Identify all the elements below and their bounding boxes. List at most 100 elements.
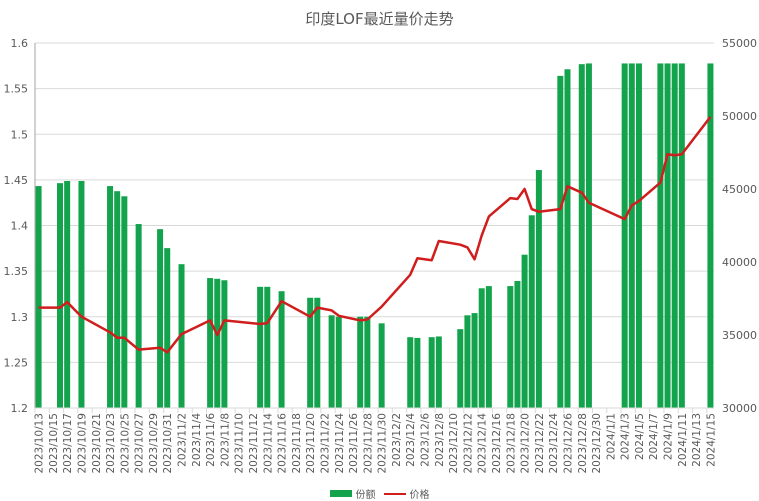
y-left-tick-label: 1.25 [4,356,29,369]
bar-shares [514,280,521,408]
x-tick-label: 2024/1/1 [605,413,617,460]
bar-shares [528,215,535,408]
bar-shares [621,63,628,408]
bar-shares [635,63,642,408]
x-tick-label: 2023/10/23 [105,413,117,474]
y-left-tick-label: 1.55 [4,83,29,96]
x-tick-label: 2023/11/14 [262,413,274,474]
x-tick-label: 2023/10/21 [91,413,103,474]
x-tick-label: 2023/12/18 [505,413,517,474]
bar-shares [357,316,364,408]
x-tick-label: 2024/1/13 [691,413,703,467]
y-left-tick-label: 1.5 [11,128,29,141]
legend-item-price[interactable]: 价格 [383,486,430,501]
bar-shares [214,278,221,408]
x-tick-label: 2024/1/11 [677,413,689,467]
bar-shares [414,337,421,408]
x-tick-label: 2023/12/6 [420,413,432,467]
x-tick-label: 2023/10/25 [119,413,131,474]
x-tick-label: 2023/11/2 [177,413,189,467]
bar-shares [135,224,142,408]
bar-shares [78,180,85,408]
bar-shares [335,316,342,408]
y-left-tick-label: 1.4 [11,220,29,233]
bar-shares [164,248,171,408]
x-tick-label: 2024/1/15 [705,413,717,467]
bar-shares [435,336,442,408]
y-right-tick-label: 55000 [722,37,757,50]
x-tick-label: 2023/12/16 [491,413,503,474]
bar-shares [428,337,435,408]
bar-shares [314,297,321,408]
bar-shares [407,337,414,408]
x-tick-label: 2023/12/14 [477,413,489,474]
bar-shares [378,323,385,408]
y-left-tick-label: 1.3 [11,311,29,324]
y-right-tick-label: 30000 [722,402,757,415]
bar-shares [657,63,664,408]
x-tick-label: 2023/11/12 [248,413,260,474]
y-left-tick-label: 1.35 [4,265,29,278]
x-tick-label: 2023/11/20 [305,413,317,474]
bar-shares [478,288,485,408]
x-tick-label: 2023/12/8 [434,413,446,467]
x-tick-label: 2023/12/22 [534,413,546,474]
bar-shares [578,64,585,409]
x-tick-label: 2023/11/10 [234,413,246,474]
x-tick-label: 2023/10/29 [148,413,160,474]
x-tick-label: 2023/11/30 [377,413,389,474]
x-tick-label: 2023/12/10 [448,413,460,474]
bar-shares [678,63,685,408]
bar-shares [707,63,714,408]
y-right-tick-label: 45000 [722,183,757,196]
x-tick-label: 2023/12/12 [462,413,474,474]
bar-shares [464,315,471,408]
bar-shares [628,63,635,408]
x-tick-label: 2023/11/18 [291,413,303,474]
bar-shares [471,313,478,408]
x-tick-label: 2023/11/22 [319,413,331,474]
bar-shares [157,229,164,408]
legend-label-price: 价格 [409,490,430,501]
x-tick-label: 2024/1/7 [648,413,660,460]
x-tick-label: 2023/10/31 [162,413,174,474]
bar-shares [257,286,264,408]
x-tick-label: 2023/11/24 [334,413,346,474]
x-tick-label: 2023/10/15 [48,413,60,474]
x-tick-label: 2023/12/28 [577,413,589,474]
legend-item-shares[interactable]: 份额 [329,486,376,501]
x-tick-label: 2023/12/30 [591,413,603,474]
bar-shares [107,186,114,408]
bar-shares [328,315,335,408]
bar-shares [307,297,314,408]
bar-shares [535,170,542,408]
bar-shares [207,278,214,408]
x-tick-label: 2023/10/19 [76,413,88,474]
bar-shares [521,254,528,408]
x-tick-label: 2023/12/4 [405,413,417,467]
y-right-tick-label: 50000 [722,110,757,123]
y-left-tick-label: 1.45 [4,174,29,187]
y-left-tick-label: 1.2 [11,402,29,415]
chart-title: 印度LOF最近量价走势 [305,10,454,28]
x-tick-label: 2024/1/9 [663,413,675,460]
x-tick-label: 2024/1/3 [620,413,632,460]
x-tick-label: 2023/11/8 [219,413,231,467]
bar-shares [671,63,678,408]
bar-shares [664,63,671,408]
bar-shares [557,75,564,408]
bar-shares [64,180,71,408]
x-tick-label: 2023/12/2 [391,413,403,467]
line-price [38,116,712,354]
x-tick-label: 2023/11/16 [277,413,289,474]
x-tick-label: 2023/11/6 [205,413,217,467]
bar-shares [585,63,592,408]
line-swatch-icon [383,492,406,495]
x-tick-label: 2024/1/5 [634,413,646,460]
x-tick-label: 2023/12/24 [548,413,560,474]
x-tick-label: 2023/10/17 [62,413,74,474]
bar-shares [35,186,42,408]
legend: 份额 价格 [0,486,759,501]
x-tick-label: 2023/10/13 [34,413,46,474]
